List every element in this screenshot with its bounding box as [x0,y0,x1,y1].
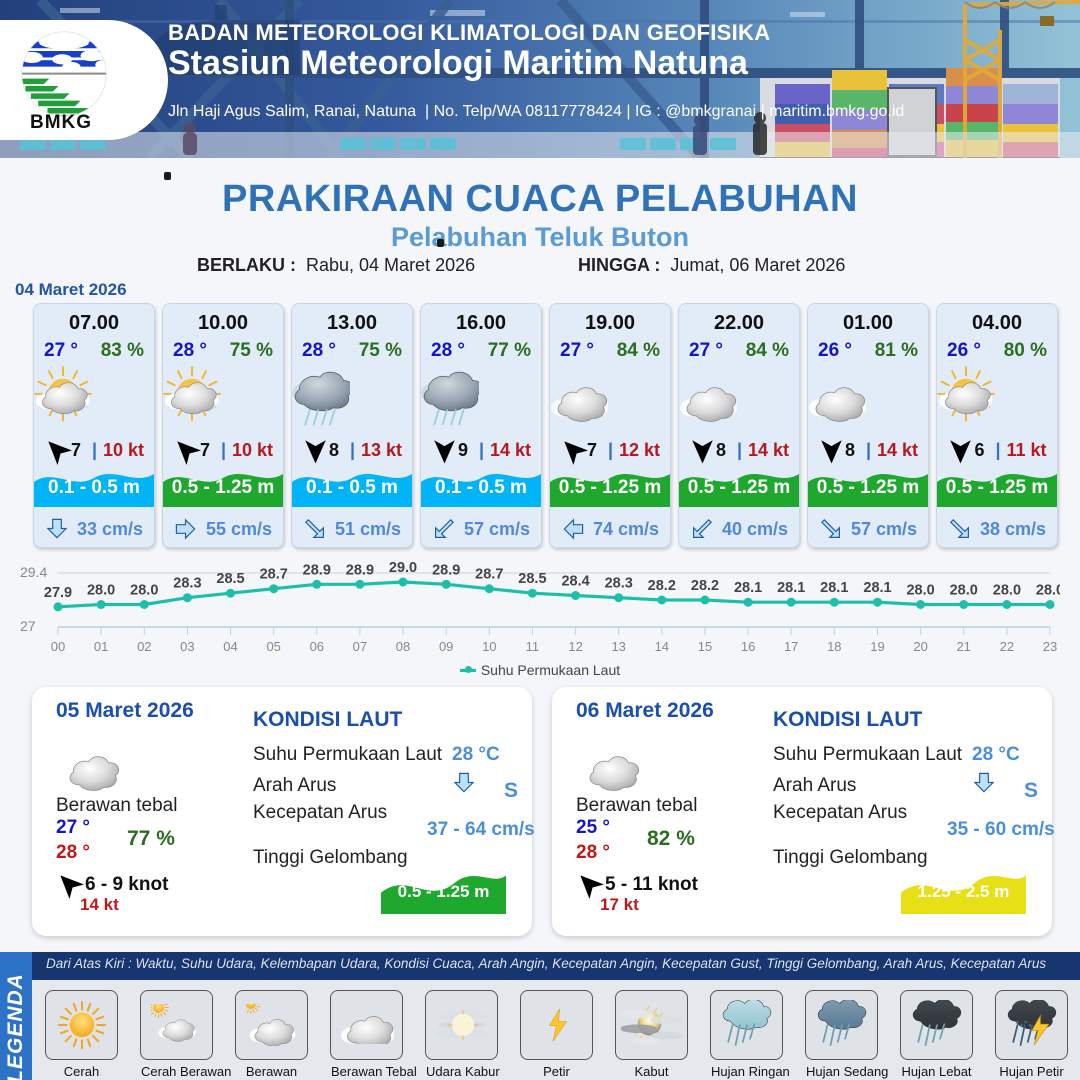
svg-text:28.1: 28.1 [734,580,762,596]
svg-text:28.7: 28.7 [475,567,503,583]
svg-text:10: 10 [482,639,496,654]
svg-text:16: 16 [741,639,755,654]
svg-text:28.0: 28.0 [993,583,1021,599]
svg-text:28.2: 28.2 [691,578,719,594]
svg-text:01: 01 [94,639,108,654]
svg-text:20: 20 [913,639,927,654]
svg-text:28.5: 28.5 [216,571,244,587]
svg-text:12: 12 [568,639,582,654]
svg-text:28.0: 28.0 [906,583,934,599]
svg-text:28.9: 28.9 [346,562,374,578]
svg-text:04: 04 [223,639,237,654]
svg-text:05: 05 [266,639,280,654]
svg-text:22: 22 [1000,639,1014,654]
svg-text:28.0: 28.0 [950,583,978,599]
svg-text:29.0: 29.0 [389,560,417,576]
svg-text:17: 17 [784,639,798,654]
svg-text:07: 07 [353,639,367,654]
svg-text:28.5: 28.5 [518,571,546,587]
svg-text:08: 08 [396,639,410,654]
svg-text:28.0: 28.0 [1036,583,1060,599]
svg-text:28.3: 28.3 [605,576,633,592]
svg-text:18: 18 [827,639,841,654]
svg-text:28.1: 28.1 [777,580,805,596]
svg-text:02: 02 [137,639,151,654]
svg-text:09: 09 [439,639,453,654]
svg-text:28.1: 28.1 [820,580,848,596]
svg-text:23: 23 [1043,639,1057,654]
svg-text:00: 00 [51,639,65,654]
svg-text:21: 21 [956,639,970,654]
svg-text:28.3: 28.3 [173,576,201,592]
svg-text:03: 03 [180,639,194,654]
svg-text:28.1: 28.1 [863,580,891,596]
svg-text:28.9: 28.9 [303,562,331,578]
svg-text:11: 11 [526,639,540,654]
svg-text:14: 14 [655,639,669,654]
svg-text:27.9: 27.9 [44,585,72,601]
svg-text:06: 06 [310,639,324,654]
svg-text:28.9: 28.9 [432,562,460,578]
svg-text:13: 13 [611,639,625,654]
svg-text:15: 15 [698,639,712,654]
svg-text:28.0: 28.0 [130,583,158,599]
svg-text:28.4: 28.4 [561,574,589,590]
svg-text:19: 19 [870,639,884,654]
svg-text:28.0: 28.0 [87,583,115,599]
svg-text:28.7: 28.7 [260,567,288,583]
svg-text:28.2: 28.2 [648,578,676,594]
